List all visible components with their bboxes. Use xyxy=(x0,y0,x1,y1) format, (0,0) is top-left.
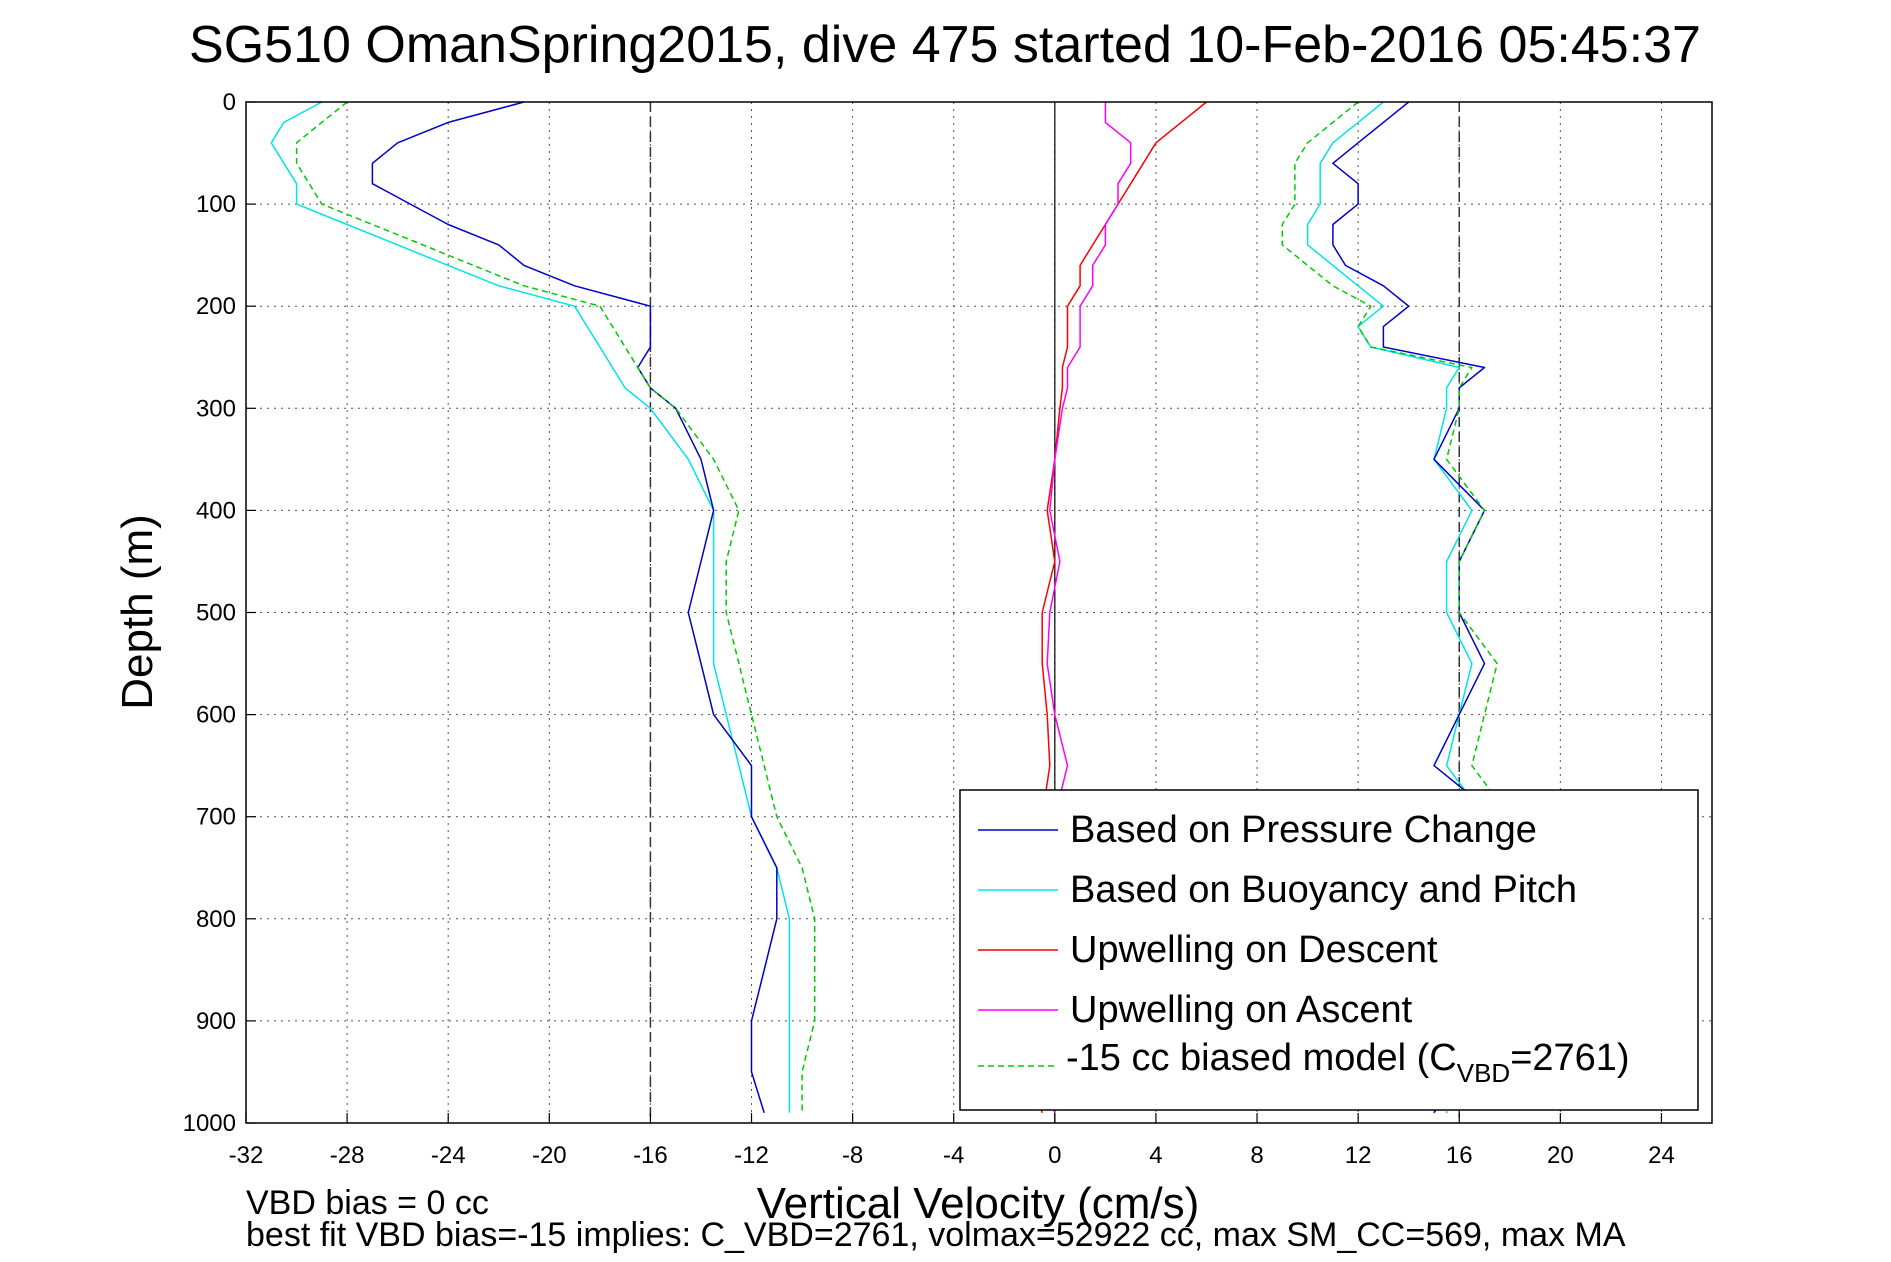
legend-box xyxy=(959,789,1699,1111)
y-axis-ticks: 0 100 200 300 400 500 600 700 800 900 1000 xyxy=(183,89,256,1137)
legend-label-biased-model: -15 cc biased model (CVBD=2761) xyxy=(1066,1037,1630,1088)
series-line-descent xyxy=(295,101,816,1113)
x-tick-label: 16 xyxy=(1446,1142,1473,1169)
x-tick-label: 12 xyxy=(1345,1142,1372,1169)
x-tick-label: 4 xyxy=(1149,1142,1162,1169)
x-tick-label: -24 xyxy=(431,1142,466,1169)
series-line-descent xyxy=(371,101,778,1114)
y-tick-label: 1000 xyxy=(183,1110,236,1137)
y-axis-label: Depth (m) xyxy=(113,514,162,710)
note-vbd-bias: VBD bias = 0 cc xyxy=(246,1184,489,1222)
legend-label-biased-main: -15 cc biased model (C xyxy=(1066,1037,1457,1079)
y-tick-label: 400 xyxy=(196,497,236,524)
legend-label-biased-sub: VBD xyxy=(1457,1058,1510,1088)
y-tick-label: 700 xyxy=(196,804,236,831)
y-tick-label: 500 xyxy=(196,600,236,627)
legend: Based on Pressure Change Based on Buoyan… xyxy=(959,789,1699,1111)
x-axis-ticks: -32 -28 -24 -20 -16 -12 -8 -4 0 4 8 12 16 20 24 xyxy=(229,1113,1675,1169)
x-tick-label: 24 xyxy=(1648,1142,1675,1169)
chart-title: SG510 OmanSpring2015, dive 475 started 1… xyxy=(189,16,1701,74)
legend-label-buoyancy: Based on Buoyancy and Pitch xyxy=(1070,869,1577,911)
y-tick-label: 800 xyxy=(196,906,236,933)
x-tick-label: -20 xyxy=(532,1142,567,1169)
y-tick-label: 300 xyxy=(196,395,236,422)
x-tick-label: -28 xyxy=(330,1142,365,1169)
x-tick-label: -12 xyxy=(734,1142,769,1169)
x-axis-label: Vertical Velocity (cm/s) xyxy=(757,1179,1200,1228)
x-tick-label: 0 xyxy=(1048,1142,1061,1169)
y-tick-label: 100 xyxy=(196,191,236,218)
x-tick-label: 20 xyxy=(1547,1142,1574,1169)
legend-label-biased-tail: =2761) xyxy=(1510,1037,1629,1079)
x-tick-label: -16 xyxy=(633,1142,668,1169)
legend-label-upwelling-descent: Upwelling on Descent xyxy=(1070,929,1438,971)
series-line-descent xyxy=(270,101,791,1113)
y-tick-label: 0 xyxy=(223,89,236,116)
x-tick-label: 8 xyxy=(1250,1142,1263,1169)
x-tick-label: -8 xyxy=(842,1142,863,1169)
x-tick-label: -4 xyxy=(943,1142,964,1169)
y-tick-label: 600 xyxy=(196,702,236,729)
y-tick-label: 200 xyxy=(196,293,236,320)
x-tick-label: -32 xyxy=(229,1142,264,1169)
legend-label-pressure: Based on Pressure Change xyxy=(1070,809,1537,851)
legend-label-upwelling-ascent: Upwelling on Ascent xyxy=(1070,989,1413,1031)
y-tick-label: 900 xyxy=(196,1008,236,1035)
note-best-fit: best fit VBD bias=-15 implies: C_VBD=276… xyxy=(246,1216,1626,1254)
